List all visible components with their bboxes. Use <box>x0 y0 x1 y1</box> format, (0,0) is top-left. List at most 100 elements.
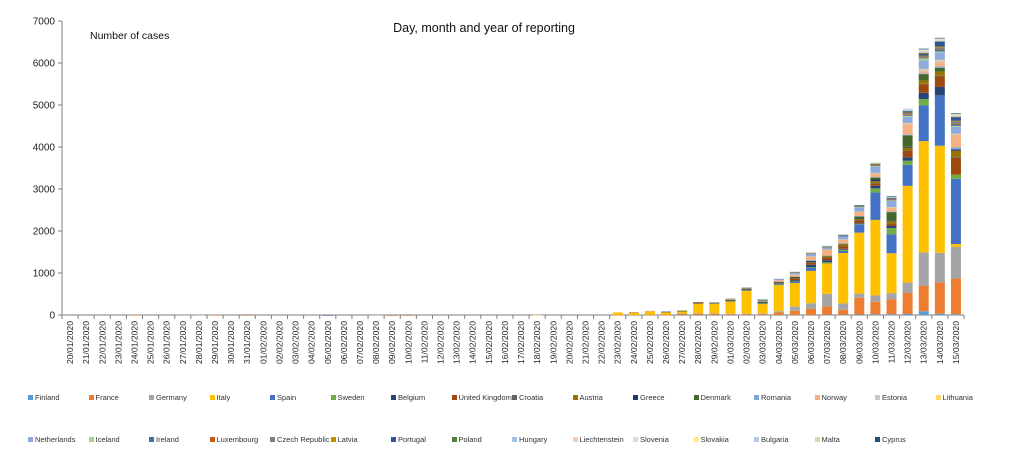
bar-segment <box>628 312 639 315</box>
legend-item: Denmark <box>693 393 731 403</box>
legend-label: Luxembourg <box>216 435 259 444</box>
bar-segment <box>886 207 897 212</box>
bar-segment <box>805 252 816 253</box>
legend-item: Hungary <box>512 435 547 445</box>
y-tick-label: 4000 <box>33 143 56 154</box>
bar-segment <box>789 276 800 278</box>
bar-segment <box>870 295 881 302</box>
bar-segment <box>854 232 865 294</box>
bar-segment <box>886 225 897 229</box>
bar-segment <box>902 135 913 147</box>
bar-segment <box>902 111 913 113</box>
bar-segment <box>644 314 655 316</box>
bar-segment <box>886 199 897 201</box>
bar-segment <box>870 192 881 220</box>
legend-item: Poland <box>451 435 482 445</box>
legend-label: Netherlands <box>35 435 76 444</box>
x-tick-label: 25/01/2020 <box>146 321 156 364</box>
legend-label: United Kingdom <box>458 393 512 402</box>
bar-segment <box>838 250 849 254</box>
bar-segment <box>709 313 720 315</box>
x-tick-label: 19/02/2020 <box>548 321 558 364</box>
bar-segment <box>950 150 961 158</box>
legend-item: Slovakia <box>693 435 729 445</box>
legend-item: Ireland <box>149 435 179 445</box>
bar-segment <box>805 256 816 261</box>
bar-segment <box>242 314 253 316</box>
x-tick-label: 03/02/2020 <box>291 321 301 364</box>
x-tick-label: 11/03/2020 <box>887 321 897 364</box>
bar-segment <box>918 286 929 312</box>
bar-segment <box>870 163 881 164</box>
bar-segment <box>741 313 752 315</box>
bar-segment <box>934 38 945 40</box>
bar-segment <box>918 60 929 69</box>
bar-segment <box>934 47 945 50</box>
bar-segment <box>902 114 913 115</box>
bar-segment <box>918 84 929 93</box>
bar-segment <box>741 287 752 289</box>
bar-segment <box>725 299 736 300</box>
legend-swatch <box>330 394 336 400</box>
bar-segment <box>789 272 800 275</box>
bar-segment <box>789 280 800 282</box>
x-tick-label: 23/01/2020 <box>113 321 123 364</box>
legend-swatch <box>814 436 820 442</box>
bar-segment <box>773 279 784 281</box>
y-tick-label: 5000 <box>33 101 56 112</box>
bar-segment <box>918 50 929 53</box>
bar-segment <box>193 314 204 316</box>
x-tick-label: 05/02/2020 <box>323 321 333 364</box>
x-tick-label: 24/01/2020 <box>129 321 139 364</box>
legend-label: Spain <box>277 393 297 402</box>
bar-segment <box>693 313 704 315</box>
bar-segment <box>950 117 961 121</box>
legend-item: Austria <box>572 393 603 403</box>
x-tick-label: 21/01/2020 <box>81 321 91 364</box>
bar-segment <box>950 278 961 315</box>
bar-segment <box>902 282 913 293</box>
legend-label: Romania <box>761 393 792 402</box>
bar-segment <box>886 197 897 198</box>
legend-swatch <box>633 394 638 400</box>
bar-segment <box>693 302 704 303</box>
x-tick-label: 11/02/2020 <box>419 321 429 364</box>
bar-segment <box>918 74 929 81</box>
bar-segment <box>950 134 961 148</box>
bar-segment <box>870 166 881 173</box>
legend-item: Latvia <box>330 435 358 445</box>
legend-swatch <box>391 436 396 442</box>
bar-segment <box>950 120 961 122</box>
legend-swatch <box>28 394 33 400</box>
bar-segment <box>886 197 897 199</box>
legend-item: Bulgaria <box>754 435 789 445</box>
legend-swatch <box>270 436 275 442</box>
bar-segment <box>789 278 800 280</box>
x-tick-label: 28/02/2020 <box>693 321 703 364</box>
bar-segment <box>677 313 688 315</box>
bar-segment <box>886 253 897 294</box>
bar-segment <box>902 147 913 151</box>
x-tick-label: 01/03/2020 <box>725 321 735 364</box>
bar-segment <box>741 290 752 291</box>
bar-segment <box>902 146 913 148</box>
x-tick-label: 20/02/2020 <box>564 321 574 364</box>
x-tick-label: 07/02/2020 <box>355 321 365 364</box>
legend-label: Lithuania <box>942 393 973 402</box>
bar-segment <box>902 157 913 161</box>
legend-item: Finland <box>28 393 60 403</box>
legend-label: Cyprus <box>882 435 906 444</box>
bar-segment <box>886 223 897 226</box>
bar-segment <box>950 126 961 134</box>
x-tick-label: 17/02/2020 <box>516 321 526 364</box>
bar-segment <box>854 224 865 233</box>
legend-swatch <box>209 394 215 400</box>
bar-segment <box>870 183 881 184</box>
bar-segment <box>805 262 816 265</box>
bar-segment <box>854 293 865 298</box>
bar-segment <box>918 48 929 50</box>
bar-segment <box>854 206 865 207</box>
bar-segment <box>934 76 945 87</box>
bar-segment <box>822 249 833 256</box>
bar-segment <box>709 313 720 314</box>
